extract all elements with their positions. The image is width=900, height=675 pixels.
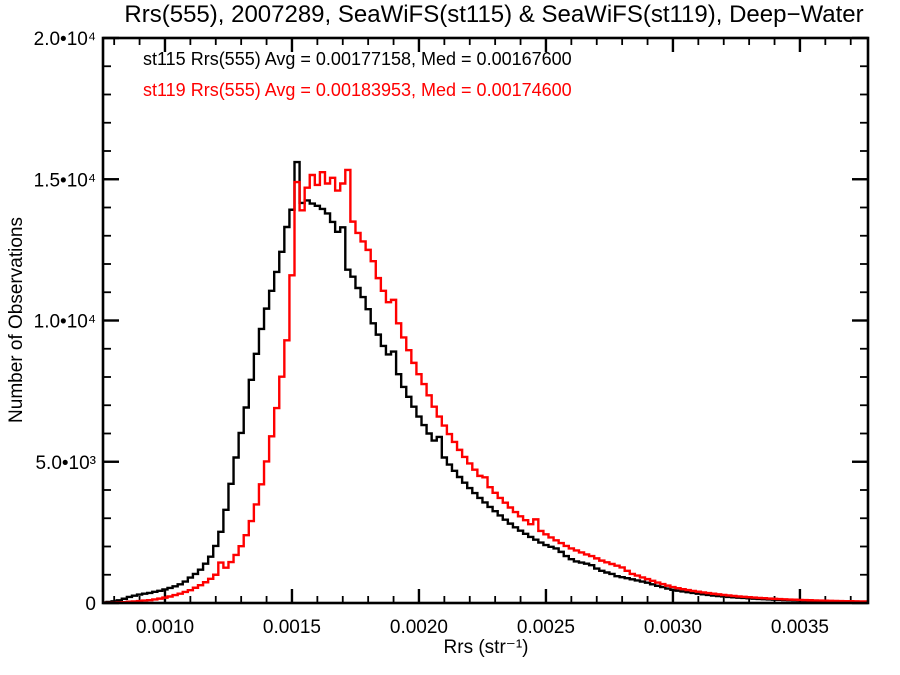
x-tick-label: 0.0020 [390,617,448,638]
y-tick-label: 1.5•10⁴ [34,170,96,191]
x-tick-label: 0.0015 [263,617,321,638]
chart-title: Rrs(555), 2007289, SeaWiFS(st115) & SeaW… [124,1,864,28]
x-axis-label: Rrs (str⁻¹) [443,637,529,658]
x-tick-label: 0.0025 [517,617,575,638]
y-tick-label: 1.0•10⁴ [34,312,96,333]
series-st119-path [103,168,868,603]
plot-frame [101,36,870,605]
y-axis-label: Number of Observations [6,217,27,423]
y-tick-label: 2.0•10⁴ [34,29,96,50]
legend-st115: st115 Rrs(555) Avg = 0.00177158, Med = 0… [143,49,572,69]
series-st115-path [103,160,868,603]
legend-st119: st119 Rrs(555) Avg = 0.00183953, Med = 0… [143,80,572,100]
x-tick-label: 0.0010 [136,617,194,638]
y-tick-label: 5.0•10³ [35,453,96,474]
y-tick-label: 0 [85,594,96,615]
x-tick-label: 0.0030 [644,617,702,638]
x-tick-label: 0.0035 [771,617,829,638]
